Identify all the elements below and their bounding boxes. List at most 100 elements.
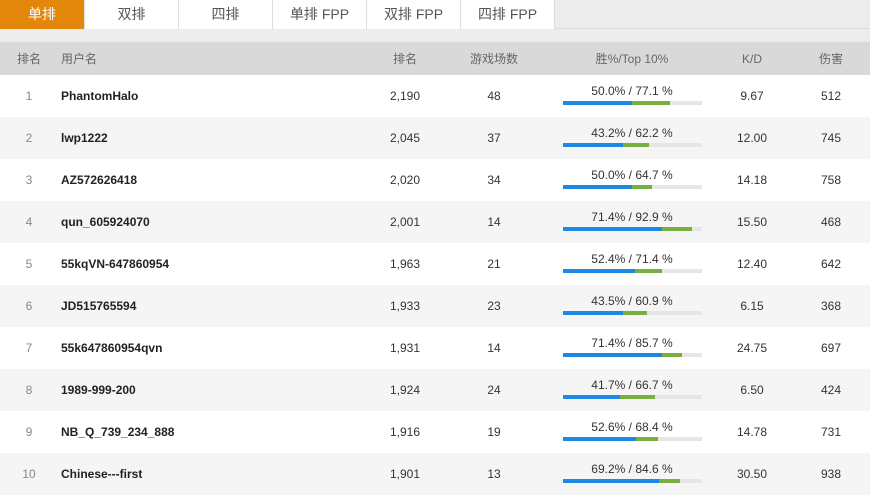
rank-cell: 1 (25, 89, 33, 103)
tab-solo-fpp[interactable]: 单排 FPP (273, 0, 367, 29)
rank-cell: 8 (25, 383, 33, 397)
header-score: 排名 (392, 52, 417, 66)
kd-cell: 15.50 (736, 215, 768, 229)
win-top10-bar (562, 269, 702, 273)
rank-cell: 5 (25, 257, 33, 271)
win-fill (562, 269, 636, 273)
username-link[interactable]: 1989-999-200 (61, 383, 136, 397)
kd-cell: 14.78 (736, 425, 768, 439)
table-header: 排名 用户名 排名 游戏场数 胜%/Top 10% K/D 伤害 (0, 42, 870, 75)
kd-cell: 12.40 (736, 257, 768, 271)
username-link[interactable]: NB_Q_739_234_888 (61, 425, 175, 439)
games-cell: 48 (487, 89, 501, 103)
username-link[interactable]: 55kqVN-647860954 (61, 257, 170, 271)
tab-squad-fpp[interactable]: 四排 FPP (461, 0, 555, 29)
games-cell: 13 (487, 467, 501, 481)
table-row[interactable]: 7 55k647860954qvn 1,931 14 71.4% / 85.7 … (0, 327, 870, 369)
win-top10-bar (562, 143, 702, 147)
table-row[interactable]: 10 Chinese---first 1,901 13 69.2% / 84.6… (0, 453, 870, 495)
table-row[interactable]: 5 55kqVN-647860954 1,963 21 52.4% / 71.4… (0, 243, 870, 285)
rank-cell: 6 (25, 299, 33, 313)
win-fill (562, 227, 662, 231)
win-text: 41.7% / 66.7 % (591, 378, 673, 392)
rank-cell: 9 (25, 425, 33, 439)
table-row[interactable]: 3 AZ572626418 2,020 34 50.0% / 64.7 % 14… (0, 159, 870, 201)
win-text: 71.4% / 85.7 % (591, 336, 673, 350)
tab-duo-fpp[interactable]: 双排 FPP (367, 0, 461, 29)
win-cell: 52.6% / 68.4 % (552, 420, 712, 441)
damage-cell: 642 (820, 257, 842, 271)
rank-cell: 3 (25, 173, 33, 187)
score-cell: 1,901 (389, 467, 421, 481)
win-text: 69.2% / 84.6 % (591, 462, 673, 476)
win-text: 52.6% / 68.4 % (591, 420, 673, 434)
table-row[interactable]: 8 1989-999-200 1,924 24 41.7% / 66.7 % 6… (0, 369, 870, 411)
win-fill (562, 185, 632, 189)
username-link[interactable]: JD515765594 (61, 299, 137, 313)
username-link[interactable]: qun_605924070 (61, 215, 150, 229)
kd-cell: 12.00 (736, 131, 768, 145)
header-kd: K/D (741, 51, 762, 66)
kd-cell: 24.75 (736, 341, 768, 355)
kd-cell: 6.15 (740, 299, 764, 313)
damage-cell: 938 (820, 467, 842, 481)
username-link[interactable]: lwp1222 (61, 131, 108, 145)
kd-cell: 6.50 (740, 383, 764, 397)
leaderboard-body: 1 PhantomHalo 2,190 48 50.0% / 77.1 % 9.… (0, 75, 870, 495)
tab-solo[interactable]: 单排 (0, 0, 85, 29)
damage-cell: 368 (820, 299, 842, 313)
table-row[interactable]: 6 JD515765594 1,933 23 43.5% / 60.9 % 6.… (0, 285, 870, 327)
games-cell: 24 (487, 383, 501, 397)
table-row[interactable]: 4 qun_605924070 2,001 14 71.4% / 92.9 % … (0, 201, 870, 243)
username-link[interactable]: PhantomHalo (61, 89, 139, 103)
win-cell: 71.4% / 85.7 % (552, 336, 712, 357)
table-row[interactable]: 2 lwp1222 2,045 37 43.2% / 62.2 % 12.00 … (0, 117, 870, 159)
win-fill (562, 395, 621, 399)
win-text: 50.0% / 64.7 % (591, 168, 673, 182)
win-cell: 50.0% / 64.7 % (552, 168, 712, 189)
header-games: 游戏场数 (469, 52, 518, 66)
score-cell: 1,924 (389, 383, 421, 397)
tab-duo[interactable]: 双排 (85, 0, 179, 29)
username-link[interactable]: Chinese---first (61, 467, 143, 481)
table-row[interactable]: 1 PhantomHalo 2,190 48 50.0% / 77.1 % 9.… (0, 75, 870, 117)
win-text: 50.0% / 77.1 % (591, 84, 673, 98)
games-cell: 23 (487, 299, 501, 313)
score-cell: 1,931 (389, 341, 421, 355)
win-top10-bar (562, 227, 702, 231)
rank-cell: 10 (22, 467, 36, 481)
win-text: 71.4% / 92.9 % (591, 210, 673, 224)
damage-cell: 697 (820, 341, 842, 355)
score-cell: 2,045 (389, 131, 421, 145)
win-fill (562, 311, 623, 315)
table-row[interactable]: 9 NB_Q_739_234_888 1,916 19 52.6% / 68.4… (0, 411, 870, 453)
username-link[interactable]: AZ572626418 (61, 173, 138, 187)
win-top10-bar (562, 479, 702, 483)
win-cell: 50.0% / 77.1 % (552, 84, 712, 105)
win-top10-bar (562, 101, 702, 105)
win-top10-bar (562, 185, 702, 189)
win-fill (562, 143, 623, 147)
username-link[interactable]: 55k647860954qvn (61, 341, 163, 355)
spacer (0, 29, 870, 42)
score-cell: 1,963 (389, 257, 421, 271)
games-cell: 34 (487, 173, 501, 187)
win-fill (562, 479, 659, 483)
damage-cell: 512 (820, 89, 842, 103)
win-top10-bar (562, 311, 702, 315)
damage-cell: 745 (820, 131, 842, 145)
header-rank: 排名 (16, 52, 41, 66)
win-text: 43.5% / 60.9 % (591, 294, 673, 308)
mode-tabs: 单排 双排 四排 单排 FPP 双排 FPP 四排 FPP (0, 0, 870, 29)
rank-cell: 2 (25, 131, 33, 145)
games-cell: 37 (487, 131, 501, 145)
win-cell: 52.4% / 71.4 % (552, 252, 712, 273)
kd-cell: 14.18 (736, 173, 768, 187)
win-top10-bar (562, 353, 702, 357)
kd-cell: 30.50 (736, 467, 768, 481)
tab-squad[interactable]: 四排 (179, 0, 273, 29)
win-cell: 43.5% / 60.9 % (552, 294, 712, 315)
games-cell: 21 (487, 257, 501, 271)
win-cell: 41.7% / 66.7 % (552, 378, 712, 399)
score-cell: 2,001 (389, 215, 421, 229)
